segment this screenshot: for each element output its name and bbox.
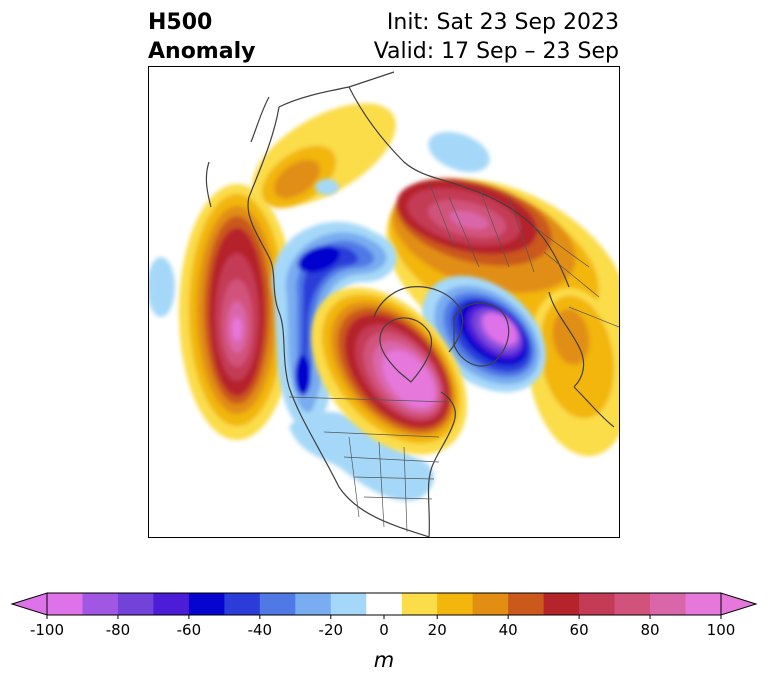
colorbar-cell xyxy=(259,593,296,615)
colorbar-cell xyxy=(188,593,225,615)
colorbar-cell xyxy=(472,593,509,615)
colorbar-cell xyxy=(117,593,154,615)
init-date: Init: Sat 23 Sep 2023 xyxy=(386,10,619,35)
colorbar-unit: m xyxy=(374,648,394,672)
colorbar-cell xyxy=(650,593,687,615)
anomaly-neg-pacific xyxy=(149,131,490,317)
anomaly-pos-siberia xyxy=(386,178,619,366)
colorbar-cell xyxy=(543,593,580,615)
map-panel xyxy=(148,66,620,538)
anomaly-pos-alaska xyxy=(252,103,396,209)
colorbar-tick-label: 100 xyxy=(707,621,736,639)
anomaly-neg-bering xyxy=(271,221,397,430)
colorbar-cell xyxy=(153,593,190,615)
colorbar-cell xyxy=(685,593,722,615)
colorbar: -100 -80 -60 -40 -20 0 20 40 60 80 100 m xyxy=(10,592,758,672)
title-line1: H500 xyxy=(148,10,213,35)
valid-range: Valid: 17 Sep – 23 Sep xyxy=(373,39,619,64)
colorbar-cell xyxy=(82,593,119,615)
colorbar-cell xyxy=(366,593,403,615)
colorbar-tick-label: -100 xyxy=(30,621,64,639)
colorbar-cell xyxy=(437,593,474,615)
title-line2: Anomaly xyxy=(148,39,256,64)
colorbar-tick-label: 40 xyxy=(499,621,518,639)
anomaly-pos-pacific xyxy=(179,184,295,440)
title-dates: Init: Sat 23 Sep 2023 Valid: 17 Sep – 23… xyxy=(374,8,619,66)
colorbar-cell xyxy=(614,593,651,615)
country-borders xyxy=(288,181,619,533)
anomaly-neg-us xyxy=(289,179,434,501)
colorbar-tick-label: -80 xyxy=(106,621,131,639)
colorbar-ticks: -100 -80 -60 -40 -20 0 20 40 60 80 100 xyxy=(30,615,735,639)
colorbar-tick-label: -20 xyxy=(319,621,344,639)
colorbar-cells xyxy=(10,592,758,616)
colorbar-tick-label: 20 xyxy=(428,621,447,639)
colorbar-tick-label: 0 xyxy=(379,621,389,639)
colorbar-tick-label: 60 xyxy=(570,621,589,639)
coastlines xyxy=(205,71,615,537)
colorbar-tick-label: -60 xyxy=(177,621,202,639)
colorbar-extend-min xyxy=(10,592,48,616)
colorbar-tick-label: 80 xyxy=(641,621,660,639)
colorbar-cell xyxy=(508,593,545,615)
colorbar-cell xyxy=(330,593,367,615)
colorbar-cell xyxy=(401,593,438,615)
colorbar-extend-max xyxy=(720,592,758,616)
colorbar-cell xyxy=(295,593,332,615)
anomaly-map xyxy=(149,71,619,537)
colorbar-cell xyxy=(224,593,261,615)
colorbar-cell xyxy=(579,593,616,615)
colorbar-tick-label: -40 xyxy=(248,621,273,639)
colorbar-cell xyxy=(47,593,83,615)
title-variable: H500 Anomaly xyxy=(148,8,255,66)
anomaly-pos-europe xyxy=(527,287,619,457)
